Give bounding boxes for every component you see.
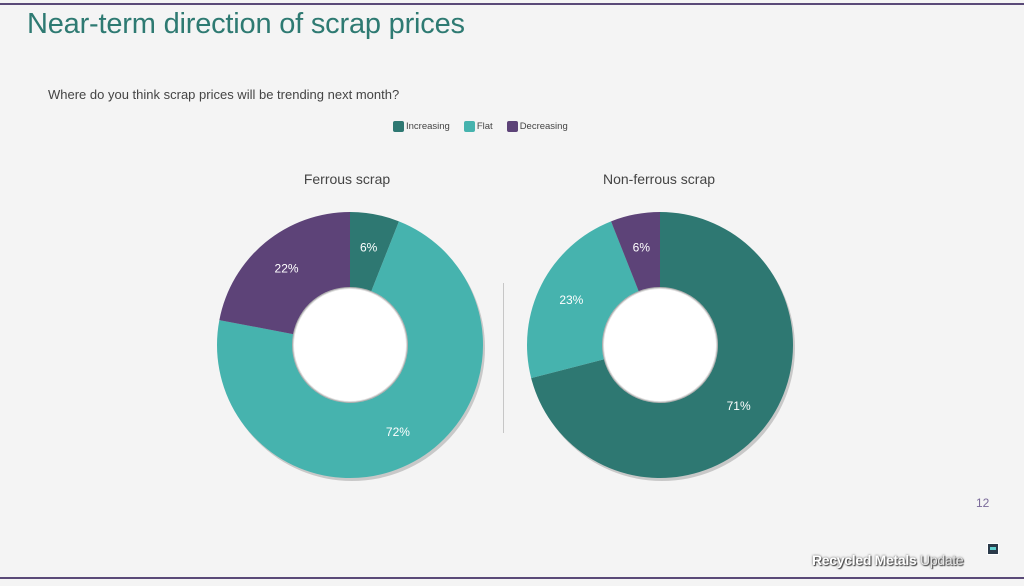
legend-item-increasing: Increasing [393, 121, 450, 132]
data-label-increasing-ferrous: 6% [360, 240, 378, 254]
bottom-rule [0, 577, 1024, 579]
legend-item-flat: Flat [463, 121, 493, 132]
donut-hole-non-ferrous [602, 287, 718, 403]
legend-label-decreasing: Decreasing [519, 121, 568, 132]
page-title: Near-term direction of scrap prices [27, 8, 465, 40]
brand-name-light: Update [920, 552, 964, 568]
survey-question: Where do you think scrap prices will be … [48, 87, 400, 102]
legend-label-flat: Flat [476, 121, 493, 132]
chart-title-non-ferrous: Non-ferrous scrap [602, 171, 716, 187]
brand-logo-text: Recycled Metals Update [812, 552, 964, 568]
chart-title-ferrous: Ferrous scrap [303, 171, 391, 187]
legend-item-decreasing: Decreasing [506, 121, 568, 132]
chart-divider [503, 283, 504, 433]
data-label-flat-ferrous: 72% [386, 425, 410, 439]
legend-swatch-decreasing [506, 121, 518, 132]
slice-flat-non-ferrous [527, 221, 639, 379]
brand-name-bold: Recycled Metals [812, 552, 917, 568]
donut-chart-ferrous: 6% 72% 22% [216, 212, 485, 481]
data-label-decreasing-non-ferrous: 6% [633, 240, 651, 254]
slice-increasing-non-ferrous [531, 212, 793, 478]
brand-logo-icon [987, 543, 999, 555]
slice-decreasing-non-ferrous [611, 212, 660, 292]
donut-chart-non-ferrous: 71% 23% 6% [527, 212, 795, 481]
top-rule [0, 3, 1024, 5]
slice-flat-ferrous [216, 221, 484, 478]
legend-label-increasing: Increasing [406, 121, 450, 132]
page-number: 12 [976, 496, 990, 510]
chart-legend: Increasing Flat Decreasing [393, 121, 568, 132]
data-label-decreasing-ferrous: 22% [275, 261, 299, 275]
slice-decreasing-ferrous [219, 212, 350, 335]
legend-swatch-flat [463, 121, 475, 132]
slice-increasing-ferrous [350, 212, 399, 292]
donut-hole-ferrous [292, 287, 408, 403]
data-label-increasing-non-ferrous: 71% [727, 399, 751, 413]
legend-swatch-increasing [393, 121, 404, 132]
data-label-flat-non-ferrous: 23% [559, 293, 583, 307]
